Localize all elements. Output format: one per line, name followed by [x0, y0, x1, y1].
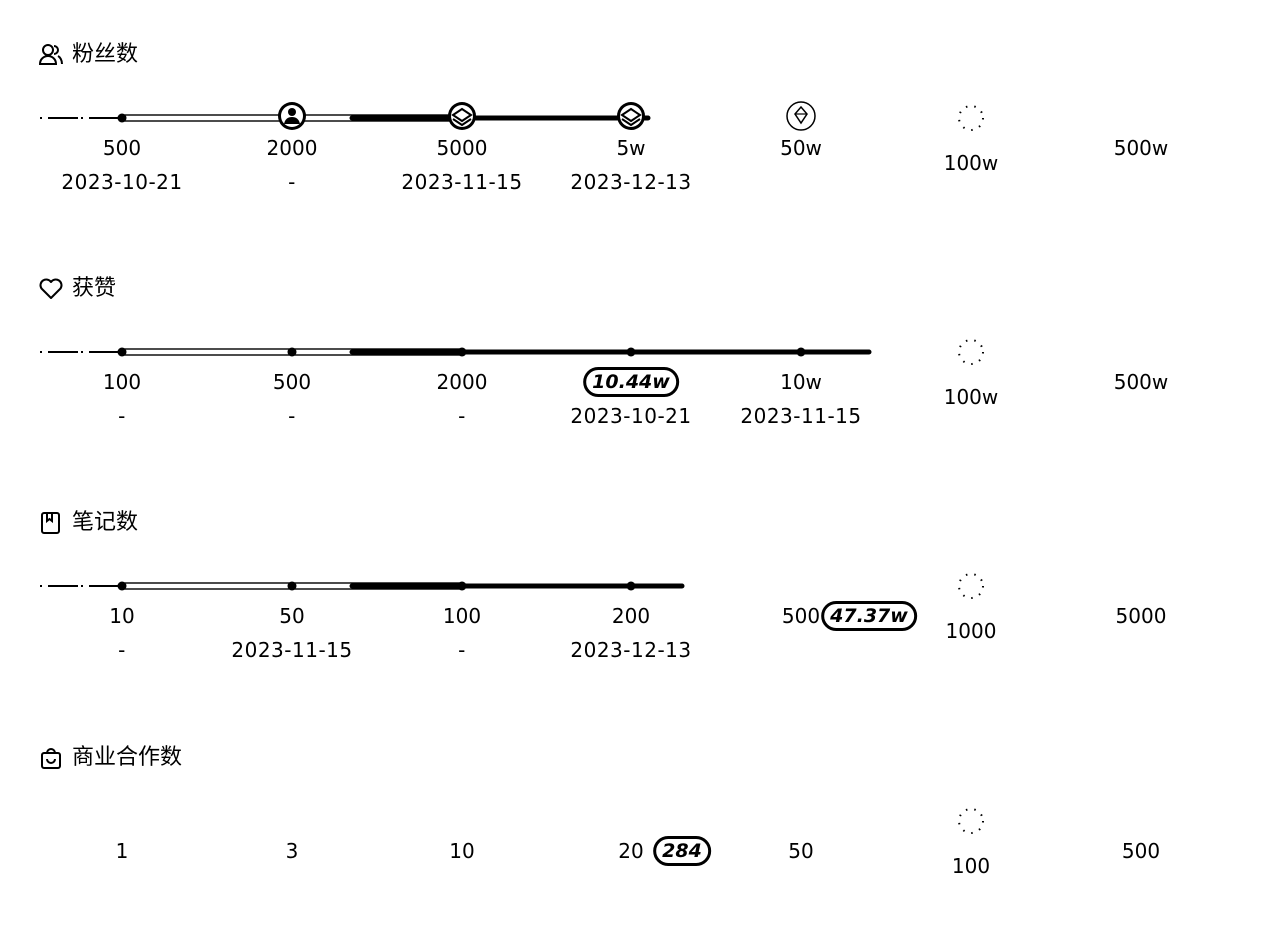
milestone-dot: [117, 347, 127, 357]
milestone-label: 500w: [1113, 136, 1169, 160]
milestone-label: 100: [951, 854, 991, 878]
section-likes: 获赞 100 - 500 - 2000 - 2023-10-21 10w 2023-11-15 10…: [0, 234, 1280, 468]
milestone-date: -: [288, 404, 296, 428]
section-title: 粉丝数: [72, 42, 139, 67]
gem-icon: [785, 100, 817, 132]
section-title: 笔记数: [72, 510, 139, 535]
section-notes: 笔记数 10 - 50 2023-11-15 100 - 200 2023-12-13 500 10…: [0, 468, 1280, 702]
section-header: 粉丝数: [38, 40, 138, 70]
section-brand: 商业合作数 1 3 10 20 50 100 500 284: [0, 703, 1280, 937]
milestone-label: 100: [442, 604, 482, 628]
milestone-label: 1: [115, 839, 129, 863]
notebook-icon: [38, 510, 64, 536]
milestone-label: 50: [788, 839, 814, 863]
milestone-date: 2023-12-13: [570, 170, 692, 194]
milestone-dot: [457, 581, 467, 591]
milestone-dot: [287, 581, 297, 591]
milestone-dot: [117, 581, 127, 591]
milestone-label: 5000: [1115, 604, 1167, 628]
milestone-label: 3: [285, 839, 299, 863]
milestone-label: 100w: [943, 385, 999, 409]
milestone-date: 2023-12-13: [570, 638, 692, 662]
milestone-label: 20: [618, 839, 644, 863]
section-fans: 粉丝数 500 2023-10-21 2000 - 5000 2023-11-15 5w 202…: [0, 0, 1280, 234]
milestone-label: 500: [781, 604, 821, 628]
milestone-date: -: [288, 170, 296, 194]
milestone-label: 500: [272, 370, 312, 394]
milestone-label: 5000: [436, 136, 488, 160]
progress-track: [40, 582, 685, 590]
locked-ring-icon: [956, 103, 986, 133]
section-header: 商业合作数: [38, 743, 182, 773]
milestone-label: 500: [1121, 839, 1161, 863]
milestone-label: 2000: [436, 370, 488, 394]
milestone-label: 5w: [616, 136, 646, 160]
section-header: 获赞: [38, 274, 116, 304]
progress-track: [0, 703, 1280, 937]
milestone-dot: [457, 347, 467, 357]
milestone-label: 10: [449, 839, 475, 863]
locked-ring-icon: [956, 571, 986, 601]
milestone-label: 500w: [1113, 370, 1169, 394]
user-group-icon: [38, 42, 64, 68]
milestone-date: 2023-11-15: [231, 638, 353, 662]
milestone-label: 200: [611, 604, 651, 628]
milestone-label: 100: [102, 370, 142, 394]
milestone-date: -: [118, 404, 126, 428]
milestone-label: 10w: [780, 370, 822, 394]
milestone-label: 2000: [266, 136, 318, 160]
milestone-label: 50: [279, 604, 305, 628]
person-badge-icon: [276, 100, 308, 132]
milestone-date: 2023-10-21: [61, 170, 183, 194]
progress-track: [40, 348, 872, 356]
locked-ring-icon: [956, 806, 986, 836]
milestone-dot: [796, 347, 806, 357]
current-value-badge: 284: [653, 836, 711, 866]
milestone-date: 2023-10-21: [570, 404, 692, 428]
heart-icon: [38, 276, 64, 302]
section-header: 笔记数: [38, 508, 138, 538]
milestone-label: 100w: [943, 151, 999, 175]
milestone-dot: [287, 347, 297, 357]
milestone-label: 500: [102, 136, 142, 160]
locked-ring-icon: [956, 337, 986, 367]
milestone-label: 50w: [780, 136, 822, 160]
current-value-badge: 10.44w: [583, 367, 679, 397]
shopping-bag-icon: [38, 745, 64, 771]
milestone-dot: [626, 581, 636, 591]
layers-badge-icon: [615, 100, 647, 132]
milestone-date: -: [458, 638, 466, 662]
milestone-date: -: [458, 404, 466, 428]
milestone-date: 2023-11-15: [401, 170, 523, 194]
milestone-label: 10: [109, 604, 135, 628]
current-value-badge: 47.37w: [821, 601, 917, 631]
milestone-dot: [626, 347, 636, 357]
milestone-dot: [117, 113, 127, 123]
layers-badge-icon: [446, 100, 478, 132]
milestone-date: 2023-11-15: [740, 404, 862, 428]
milestone-label: 1000: [945, 619, 997, 643]
section-title: 获赞: [72, 276, 117, 301]
milestone-date: -: [118, 638, 126, 662]
section-title: 商业合作数: [72, 745, 183, 770]
